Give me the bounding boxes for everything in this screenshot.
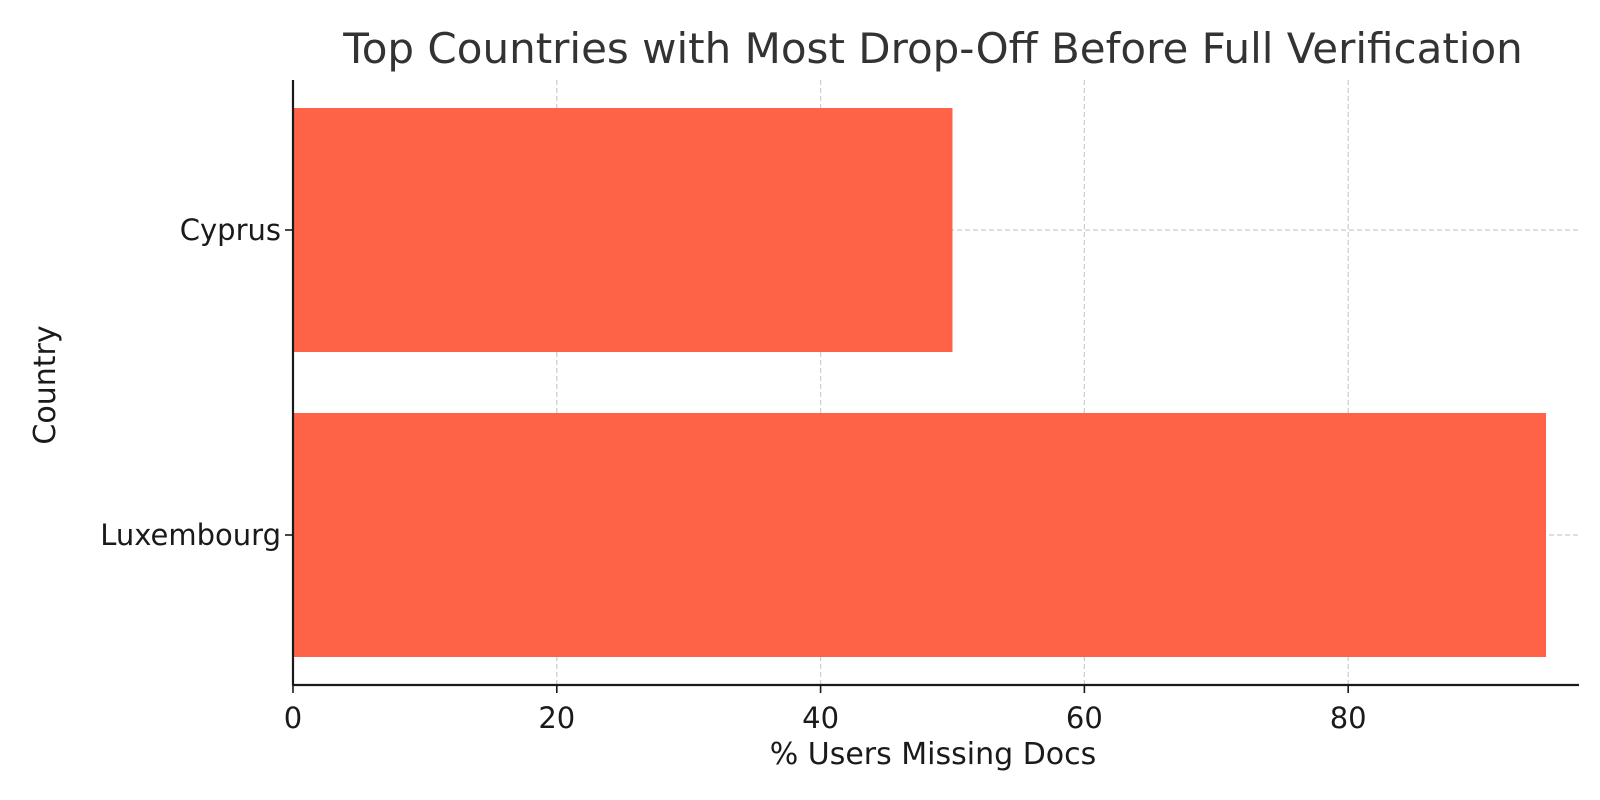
- x-tick-label: 20: [538, 701, 575, 735]
- bar-luxembourg: [293, 413, 1547, 657]
- bars: [293, 108, 1547, 657]
- x-tick-label: 80: [1330, 701, 1367, 735]
- axes: [291, 80, 1579, 687]
- x-tick-label: 60: [1066, 701, 1103, 735]
- y-tick-label: Cyprus: [180, 213, 281, 247]
- x-ticks: 0 20 40 60 80: [284, 685, 1367, 735]
- bar-cyprus: [293, 108, 953, 352]
- y-axis-label: Country: [28, 325, 63, 444]
- y-ticks: Luxembourg Cyprus: [100, 213, 293, 552]
- x-tick-label: 40: [802, 701, 839, 735]
- chart-title: Top Countries with Most Drop-Off Before …: [342, 24, 1523, 73]
- y-tick-label: Luxembourg: [100, 518, 281, 552]
- x-axis-label: % Users Missing Docs: [770, 737, 1097, 772]
- x-tick-label: 0: [284, 701, 302, 735]
